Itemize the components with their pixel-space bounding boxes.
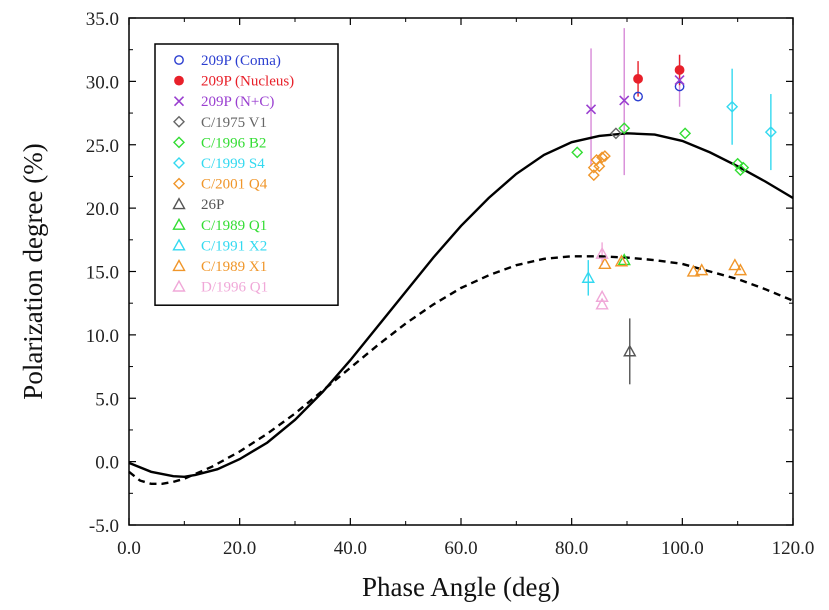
data-point (686, 264, 701, 277)
legend-label: C/1989 X1 (201, 259, 267, 275)
x-tick-label: 40.0 (334, 538, 367, 559)
data-point (633, 73, 643, 84)
y-tick-label: -5.0 (89, 516, 119, 537)
legend-marker (173, 157, 185, 169)
data-point (581, 270, 595, 283)
data-point (595, 297, 609, 310)
legend-marker (172, 197, 186, 210)
data-point (618, 122, 631, 135)
legend: 209P (Coma) 209P (Nucleus) 209P (N+C) C/197… (154, 43, 339, 306)
data-point (595, 289, 609, 302)
legend-label: 209P (Coma) (201, 53, 281, 69)
x-tick-label: 100.0 (661, 538, 704, 559)
y-tick-label: 20.0 (86, 199, 119, 220)
data-point (596, 151, 609, 164)
data-point (674, 81, 685, 92)
data-point (674, 75, 685, 86)
legend-marker (174, 75, 184, 86)
legend-marker (172, 279, 186, 292)
y-tick-label: 30.0 (86, 72, 119, 93)
y-tick-label: 15.0 (86, 263, 119, 284)
legend-marker (172, 217, 186, 230)
legend-label: 209P (Nucleus) (201, 74, 294, 90)
data-point (728, 258, 742, 271)
data-point (614, 254, 629, 267)
data-point (726, 100, 739, 113)
data-point (734, 164, 747, 177)
data-point (598, 150, 611, 163)
y-tick-label: 0.0 (95, 453, 119, 474)
data-point (571, 146, 584, 159)
y-tick-label: 5.0 (95, 389, 119, 410)
x-tick-label: 60.0 (444, 538, 477, 559)
data-point (617, 253, 631, 266)
legend-label: 209P (N+C) (201, 94, 274, 110)
x-axis-title: Phase Angle (deg) (362, 572, 560, 602)
dust-fit-curve (128, 132, 794, 479)
gas-fit-curve (128, 255, 794, 485)
legend-marker (173, 136, 185, 149)
legend-label: C/1989 Q1 (201, 218, 267, 234)
data-point (674, 65, 685, 75)
legend-label: 26P (201, 197, 224, 213)
legend-marker (173, 177, 185, 190)
legend-marker (174, 55, 184, 65)
data-point (585, 104, 597, 115)
legend-label: C/1999 S4 (201, 156, 265, 172)
legend-label: D/1996 Q1 (201, 280, 268, 296)
legend-marker (173, 115, 185, 128)
data-point (609, 127, 622, 140)
y-tick-label: 25.0 (86, 136, 119, 157)
data-point (695, 263, 709, 276)
data-point (619, 95, 630, 106)
legend-label: C/1975 V1 (201, 115, 267, 131)
x-tick-label: 20.0 (223, 538, 256, 559)
data-point (595, 246, 609, 259)
legend-marker (172, 259, 186, 272)
x-tick-label: 120.0 (772, 538, 815, 559)
data-point (633, 91, 643, 102)
data-point (733, 263, 748, 276)
legend-box (154, 43, 339, 306)
legend-marker (172, 238, 186, 251)
data-point (587, 161, 600, 174)
data-point (737, 161, 750, 174)
data-point (679, 127, 692, 140)
legend-label: C/2001 Q4 (201, 177, 268, 193)
legend-marker (173, 96, 185, 107)
data-point (764, 126, 777, 139)
data-point (587, 169, 600, 182)
x-tick-label: 0.0 (117, 538, 141, 559)
y-tick-label: 35.0 (86, 9, 119, 30)
data-point (598, 256, 612, 269)
y-axis-title: Polarization degree (%) (18, 143, 48, 399)
legend-label: C/1996 B2 (201, 135, 266, 151)
legend-label: C/1991 X2 (201, 238, 267, 254)
axes: 0.0 20.0 40.0 60.0 80.0 100.0 120.0-5.00.05.01… (86, 9, 815, 559)
x-tick-label: 80.0 (555, 538, 588, 559)
data-point (593, 160, 606, 173)
data-points (571, 65, 777, 357)
fit-curves (128, 132, 794, 485)
y-tick-label: 10.0 (86, 326, 119, 347)
data-point (623, 344, 637, 357)
